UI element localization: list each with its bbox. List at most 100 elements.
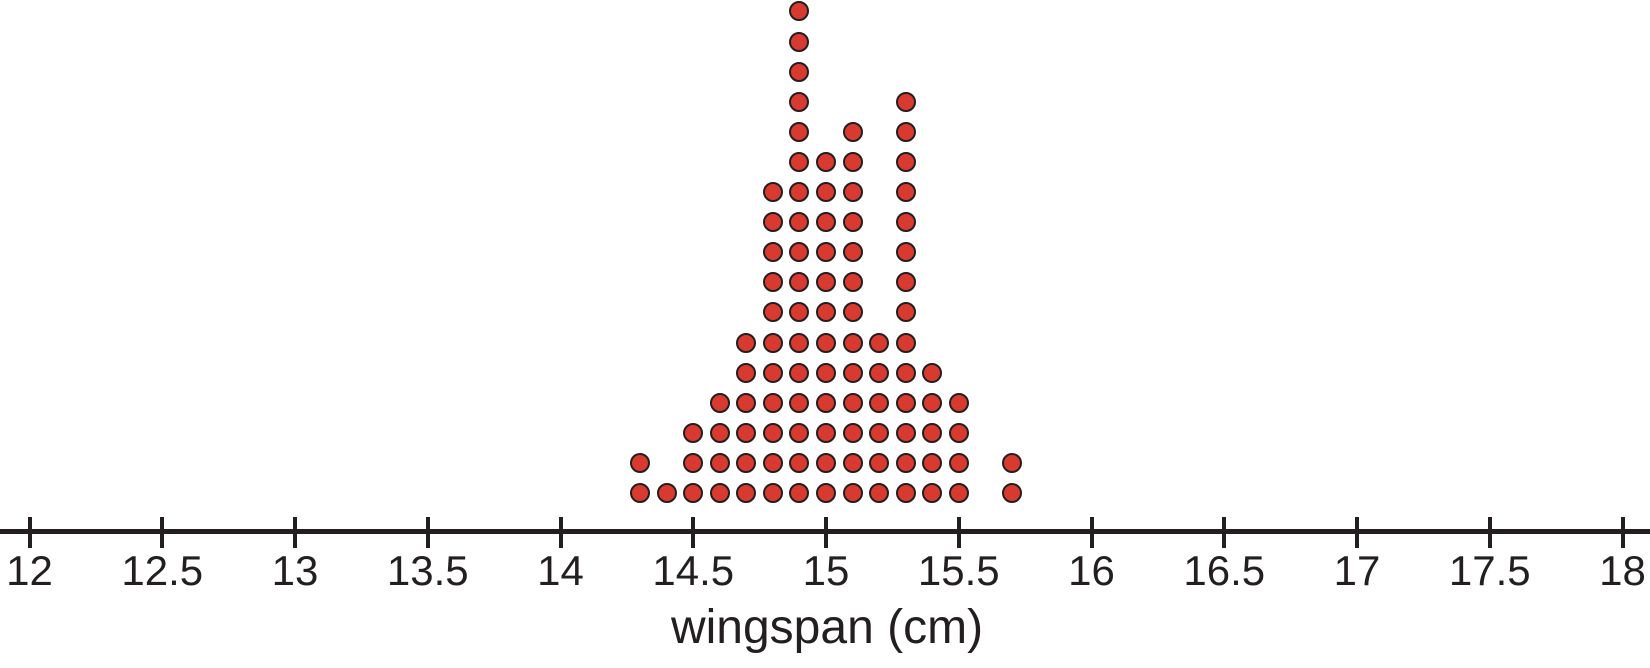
axis-tick bbox=[425, 517, 430, 548]
dot bbox=[842, 483, 863, 503]
axis-tick bbox=[824, 517, 828, 548]
axis-tick bbox=[558, 517, 563, 548]
dot bbox=[656, 483, 677, 503]
dot bbox=[762, 302, 783, 323]
dot bbox=[683, 422, 704, 443]
dot bbox=[789, 1, 810, 22]
dot bbox=[869, 452, 890, 473]
dot bbox=[842, 302, 863, 323]
dot bbox=[683, 483, 704, 503]
dot bbox=[895, 242, 916, 263]
dot bbox=[922, 392, 943, 413]
axis-tick-label: 17.5 bbox=[1448, 547, 1531, 594]
axis-tick bbox=[293, 517, 297, 548]
x-axis-title: wingspan (cm) bbox=[670, 601, 984, 654]
dot bbox=[816, 452, 836, 473]
dot bbox=[922, 452, 943, 473]
dot bbox=[762, 452, 783, 473]
dot bbox=[789, 242, 810, 263]
dot bbox=[762, 392, 783, 413]
dot bbox=[816, 362, 836, 383]
dot bbox=[842, 422, 863, 443]
dot bbox=[709, 392, 730, 413]
dot bbox=[895, 272, 916, 293]
dot bbox=[895, 483, 916, 503]
dot bbox=[789, 483, 810, 503]
dot bbox=[816, 483, 836, 503]
dot bbox=[789, 212, 810, 233]
dot bbox=[762, 242, 783, 263]
dot bbox=[895, 212, 916, 233]
dot bbox=[736, 362, 757, 383]
axis-tick bbox=[27, 517, 32, 548]
axis-tick-label: 16.5 bbox=[1183, 547, 1266, 594]
dot bbox=[683, 452, 704, 473]
dot bbox=[895, 452, 916, 473]
axis-tick-label: 12.5 bbox=[121, 547, 204, 594]
dot bbox=[895, 392, 916, 413]
axis-tick bbox=[1620, 517, 1625, 548]
axis-tick-label: 18 bbox=[1599, 547, 1646, 594]
dot bbox=[789, 452, 810, 473]
dot bbox=[869, 392, 890, 413]
dot bbox=[816, 392, 836, 413]
dot bbox=[816, 212, 836, 233]
dot bbox=[789, 272, 810, 293]
dot bbox=[842, 392, 863, 413]
axis-tick-label: 15.5 bbox=[917, 547, 1000, 594]
dot bbox=[789, 392, 810, 413]
dot bbox=[762, 362, 783, 383]
dot bbox=[736, 332, 757, 353]
dot bbox=[816, 151, 836, 172]
dot bbox=[762, 422, 783, 443]
dot bbox=[948, 422, 969, 443]
axis-tick bbox=[956, 517, 961, 548]
dot bbox=[762, 272, 783, 293]
dot bbox=[789, 422, 810, 443]
axis-tick-label: 17 bbox=[1333, 547, 1381, 594]
dot bbox=[709, 422, 730, 443]
dot bbox=[869, 332, 890, 353]
dot bbox=[709, 483, 730, 503]
axis-tick-label: 13.5 bbox=[386, 547, 469, 594]
dot bbox=[1001, 452, 1022, 473]
dot bbox=[895, 182, 916, 202]
dot bbox=[630, 452, 651, 473]
dot bbox=[842, 272, 863, 293]
dot bbox=[736, 392, 757, 413]
dot bbox=[630, 483, 651, 503]
dot bbox=[816, 272, 836, 293]
dot bbox=[789, 362, 810, 383]
dot bbox=[789, 302, 810, 323]
dot bbox=[816, 242, 836, 263]
dot bbox=[895, 121, 916, 142]
axis-tick-label: 14.5 bbox=[652, 547, 735, 594]
dot bbox=[842, 182, 863, 202]
dot bbox=[789, 121, 810, 142]
axis-tick bbox=[1355, 517, 1359, 548]
dot bbox=[789, 61, 810, 82]
dot bbox=[736, 483, 757, 503]
dot bbox=[789, 91, 810, 112]
dot bbox=[895, 422, 916, 443]
axis-tick-label: 14 bbox=[537, 547, 584, 594]
axis-tick bbox=[160, 517, 165, 548]
dot bbox=[816, 332, 836, 353]
dot bbox=[789, 332, 810, 353]
dot bbox=[869, 362, 890, 383]
dot bbox=[895, 332, 916, 353]
dot bbox=[1001, 483, 1022, 503]
dot bbox=[948, 452, 969, 473]
dot bbox=[789, 31, 810, 52]
axis-tick-label: 13 bbox=[271, 547, 319, 594]
axis-tick bbox=[1222, 517, 1227, 548]
axis-tick-label: 16 bbox=[1068, 547, 1115, 594]
axis-tick-label: 12 bbox=[6, 547, 53, 594]
axis-tick bbox=[1089, 517, 1094, 548]
dot bbox=[709, 452, 730, 473]
dot bbox=[948, 483, 969, 503]
dot bbox=[736, 452, 757, 473]
dot bbox=[895, 302, 916, 323]
dot bbox=[789, 151, 810, 172]
